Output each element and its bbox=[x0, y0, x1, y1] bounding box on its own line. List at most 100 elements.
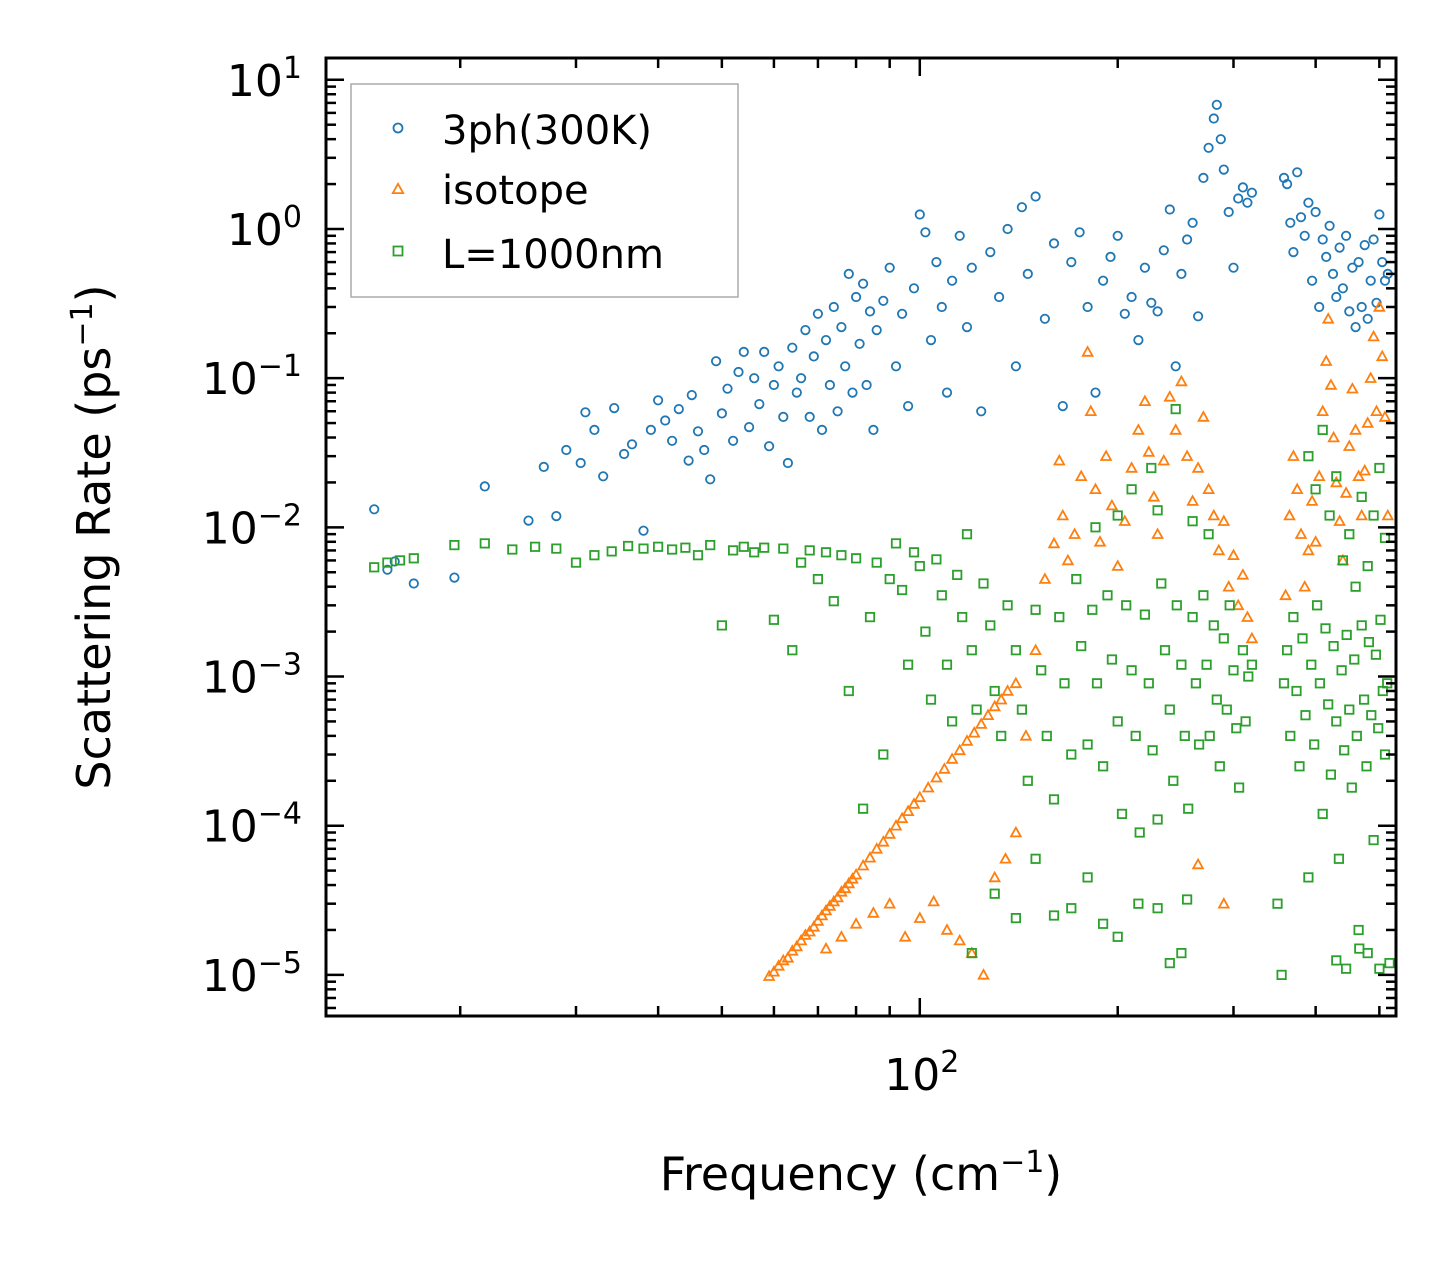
boundary-point bbox=[1098, 918, 1109, 929]
isotope-point bbox=[1339, 486, 1353, 498]
3ph-point bbox=[857, 278, 869, 289]
boundary-point bbox=[1351, 730, 1362, 742]
boundary-point bbox=[1384, 958, 1395, 969]
3ph-point bbox=[1242, 197, 1253, 208]
3ph-point bbox=[382, 564, 393, 575]
boundary-point bbox=[952, 569, 963, 581]
boundary-point bbox=[1187, 516, 1198, 527]
3ph-point bbox=[449, 572, 460, 583]
boundary-point bbox=[1066, 749, 1077, 760]
3ph-point bbox=[1317, 234, 1328, 245]
3ph-point bbox=[1112, 230, 1123, 241]
isotope-point bbox=[1052, 453, 1066, 466]
boundary-point bbox=[903, 659, 914, 670]
boundary-point bbox=[985, 620, 996, 631]
3ph-point bbox=[1299, 230, 1310, 241]
boundary-point bbox=[1016, 704, 1028, 715]
3ph-point bbox=[884, 262, 895, 273]
boundary-point bbox=[1278, 678, 1290, 689]
legend-label-boundary: L=1000nm bbox=[442, 232, 664, 278]
boundary-point bbox=[843, 685, 854, 697]
3ph-point bbox=[861, 379, 872, 391]
3ph-point bbox=[638, 525, 649, 536]
3ph-point bbox=[652, 395, 664, 406]
boundary-point bbox=[1320, 623, 1331, 634]
3ph-point bbox=[1139, 262, 1151, 273]
isotope-point bbox=[981, 708, 995, 720]
3ph-point bbox=[479, 481, 490, 492]
isotope-point bbox=[1180, 449, 1194, 461]
isotope-point bbox=[988, 870, 1002, 883]
isotope-point bbox=[1038, 572, 1052, 584]
3ph-point bbox=[1126, 291, 1137, 303]
3ph-point bbox=[1233, 193, 1244, 204]
isotope-point bbox=[930, 770, 943, 783]
3ph-point bbox=[1362, 313, 1373, 324]
boundary-point bbox=[1374, 963, 1385, 974]
3ph-point bbox=[1182, 234, 1193, 245]
3ph-point bbox=[791, 387, 802, 398]
boundary-point bbox=[653, 541, 664, 552]
isotope-point bbox=[1217, 897, 1231, 909]
isotope-point bbox=[1142, 445, 1156, 457]
series-boundary bbox=[369, 403, 1395, 981]
boundary-point bbox=[551, 543, 562, 554]
tick-labels-layer: 102 101 100 10−1 10−2 10−3 10−4 10−5 bbox=[202, 51, 960, 1101]
isotope-point bbox=[1349, 423, 1362, 435]
isotope-point bbox=[1231, 598, 1245, 611]
isotope-point bbox=[876, 835, 890, 847]
3ph-point bbox=[1223, 206, 1234, 218]
boundary-point bbox=[1211, 694, 1222, 705]
3ph-point bbox=[993, 291, 1005, 303]
boundary-point bbox=[479, 538, 490, 549]
legend-marker-3ph bbox=[392, 122, 404, 134]
3ph-point bbox=[1285, 217, 1296, 228]
3ph-point bbox=[1152, 306, 1163, 317]
3ph-point bbox=[878, 295, 889, 306]
boundary-point bbox=[1036, 665, 1047, 676]
3ph-point bbox=[1133, 334, 1144, 346]
isotope-point bbox=[1151, 527, 1165, 539]
3ph-point bbox=[920, 227, 931, 238]
boundary-point bbox=[1156, 578, 1167, 589]
x-tick-label: 102 bbox=[884, 1045, 959, 1101]
isotope-point bbox=[913, 911, 927, 923]
3ph-point bbox=[871, 324, 882, 336]
boundary-point bbox=[796, 557, 807, 568]
boundary-point bbox=[1323, 699, 1334, 710]
boundary-point bbox=[1133, 898, 1144, 909]
boundary-point bbox=[1090, 522, 1101, 533]
y-tick-label: 10−2 bbox=[202, 498, 302, 554]
3ph-point bbox=[828, 301, 839, 313]
boundary-point bbox=[925, 694, 937, 705]
isotope-point bbox=[1212, 543, 1226, 556]
isotope-point bbox=[1312, 469, 1326, 482]
3ph-point bbox=[808, 351, 819, 362]
boundary-point bbox=[936, 590, 947, 601]
boundary-point bbox=[1134, 827, 1145, 838]
3ph-point bbox=[804, 411, 815, 422]
plot-frame bbox=[324, 56, 1398, 1018]
3ph-point bbox=[1356, 301, 1367, 313]
3ph-point bbox=[1374, 209, 1385, 220]
isotope-point bbox=[1169, 423, 1183, 435]
3ph-point bbox=[936, 301, 947, 313]
3ph-point bbox=[847, 387, 858, 398]
isotope-point bbox=[1279, 588, 1292, 601]
3ph-point bbox=[1030, 191, 1041, 202]
boundary-point bbox=[1126, 665, 1137, 676]
boundary-point bbox=[1176, 659, 1187, 670]
3ph-point bbox=[1211, 99, 1222, 110]
isotope-point bbox=[1381, 508, 1395, 521]
boundary-point bbox=[1331, 955, 1342, 966]
isotope-point bbox=[776, 953, 790, 966]
isotope-point bbox=[1074, 469, 1088, 482]
isotope-point bbox=[1370, 404, 1383, 417]
3ph-point bbox=[890, 361, 902, 372]
3ph-point bbox=[914, 209, 925, 220]
3ph-point bbox=[820, 334, 832, 346]
boundary-point bbox=[1240, 716, 1251, 727]
3ph-point bbox=[773, 361, 784, 372]
boundary-point bbox=[1337, 555, 1348, 566]
3ph-point bbox=[1307, 275, 1318, 286]
